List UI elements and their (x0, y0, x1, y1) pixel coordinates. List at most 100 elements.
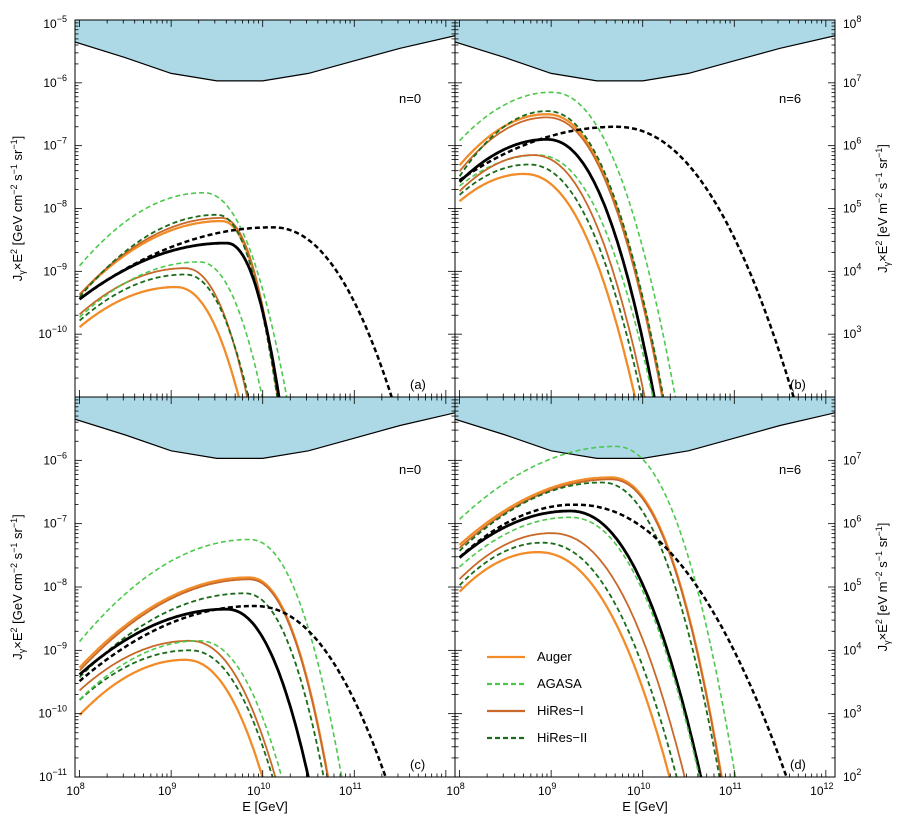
y2-tick-label: 104 (843, 640, 861, 657)
y-tick-label: 10−7 (43, 136, 67, 153)
series-hires-i-2 (458, 116, 664, 397)
series-hires-i-6 (458, 532, 686, 777)
series-hires-ii-3 (458, 481, 721, 777)
series-cascade-9 (458, 503, 788, 777)
legend: Auger AGASA HiRes−I HiRes−II (487, 649, 587, 745)
y2-tick-label: 106 (843, 514, 861, 531)
panel-a: n=0 (a) (74, 19, 456, 398)
series-agasa-5 (459, 516, 701, 777)
x-tick-label: 1012 (810, 781, 833, 798)
x-tick-label: 108 (446, 781, 464, 798)
panel-letter: (b) (790, 377, 806, 392)
panel-n-label: n=6 (779, 462, 801, 477)
series-agasa-7 (79, 639, 283, 777)
series-hires-i-5 (79, 267, 249, 397)
x-axis-label: E [GeV] (622, 799, 668, 814)
series-hires-i-5 (79, 639, 277, 777)
series-auger-8 (78, 658, 264, 777)
y2-tick-label: 105 (843, 577, 861, 594)
sensitivity-band (75, 20, 455, 81)
panel-b: n=6 (b) (454, 19, 836, 398)
series-hires-ii-6 (79, 649, 274, 777)
y-tick-label: 10−6 (43, 450, 67, 467)
panel-n-label: n=0 (399, 91, 421, 106)
panel-letter: (d) (790, 757, 806, 772)
y2-axis-label: Jγ×E2 [eV m−2 s−1 sr−1] (874, 523, 892, 652)
series-agasa-5 (459, 154, 654, 397)
band-edge (75, 412, 455, 459)
legend-label: HiRes−II (537, 730, 587, 745)
panel-n-label: n=0 (399, 462, 421, 477)
y2-axis-label: Jγ×E2 [eV m−2 s−1 sr−1] (874, 144, 892, 273)
y2-tick-label: 106 (843, 136, 861, 153)
x-tick-label: 109 (538, 781, 556, 798)
series-hires-ii-3 (458, 110, 665, 397)
y2-tick-label: 102 (843, 767, 861, 784)
series-agasa-0 (78, 538, 343, 777)
x-tick-label: 109 (158, 781, 176, 798)
series-auger-1 (458, 113, 664, 397)
series-agasa-7 (79, 261, 264, 397)
sensitivity-band (455, 20, 835, 81)
y2-tick-label: 103 (843, 324, 861, 341)
sensitivity-band (75, 397, 455, 459)
band-edge (75, 35, 455, 82)
legend-label: HiRes−I (537, 703, 584, 718)
x-tick-label: 1010 (247, 781, 270, 798)
series-hires-ii-3 (78, 592, 325, 777)
y-axis-label: Jγ×E2 [GeV cm−2 s−1 sr−1] (9, 514, 27, 659)
series-auger-8 (458, 551, 671, 777)
y2-tick-label: 107 (843, 73, 861, 90)
y-axis-label: Jγ×E2 [GeV cm−2 s−1 sr−1] (9, 136, 27, 281)
series-total-4 (78, 607, 310, 777)
series-agasa-0 (459, 91, 677, 397)
y-tick-label: 10−9 (43, 640, 67, 657)
y-tick-label: 10−10 (38, 324, 67, 341)
series-hires-ii-6 (79, 273, 250, 397)
x-tick-label: 1011 (719, 781, 742, 798)
y-tick-label: 10−6 (43, 73, 67, 90)
series-total-4 (458, 137, 656, 397)
panel-letter: (a) (410, 377, 426, 392)
y-tick-label: 10−9 (43, 261, 67, 278)
series-auger-0 (78, 219, 279, 397)
series-auger-4 (78, 285, 240, 397)
band-edge (455, 412, 835, 459)
series-cascade-9 (78, 604, 387, 777)
x-tick-label: 1010 (627, 781, 650, 798)
legend-label: AGASA (537, 676, 582, 691)
series-agasa-1 (78, 192, 288, 397)
x-tick-label: 108 (66, 781, 84, 798)
y-tick-label: 10−11 (39, 767, 67, 784)
panel-c: n=0 (c) (74, 396, 456, 778)
y-tick-label: 10−10 (38, 704, 67, 721)
series-hires-i-6 (458, 154, 646, 397)
band-edge (455, 35, 835, 82)
y2-tick-label: 103 (843, 704, 861, 721)
panel-d: n=6 (d) (454, 396, 836, 778)
series-hires-ii-7 (458, 541, 678, 777)
legend-label: Auger (537, 649, 572, 664)
y-tick-label: 10−5 (43, 14, 67, 31)
panel-letter: (c) (410, 757, 425, 772)
y-tick-label: 10−8 (43, 577, 67, 594)
y2-tick-label: 104 (843, 261, 861, 278)
series-agasa-0 (459, 445, 737, 777)
y2-tick-label: 107 (843, 450, 861, 467)
series-hires-i-2 (459, 478, 723, 777)
series-hires-i-2 (78, 578, 329, 777)
x-tick-label: 1011 (339, 781, 362, 798)
series-hires-ii-3 (78, 213, 279, 397)
series-cascade-9 (78, 226, 393, 397)
x-axis-label: E [GeV] (242, 799, 288, 814)
series-cascade-9 (458, 125, 795, 397)
series-total-4 (458, 509, 703, 777)
y2-tick-label: 108 (843, 14, 861, 31)
sensitivity-band (455, 397, 835, 459)
y-tick-label: 10−8 (43, 199, 67, 216)
y-tick-label: 10−7 (43, 514, 67, 531)
panel-n-label: n=6 (779, 91, 801, 106)
y2-tick-label: 105 (843, 199, 861, 216)
series-auger-8 (458, 172, 637, 397)
